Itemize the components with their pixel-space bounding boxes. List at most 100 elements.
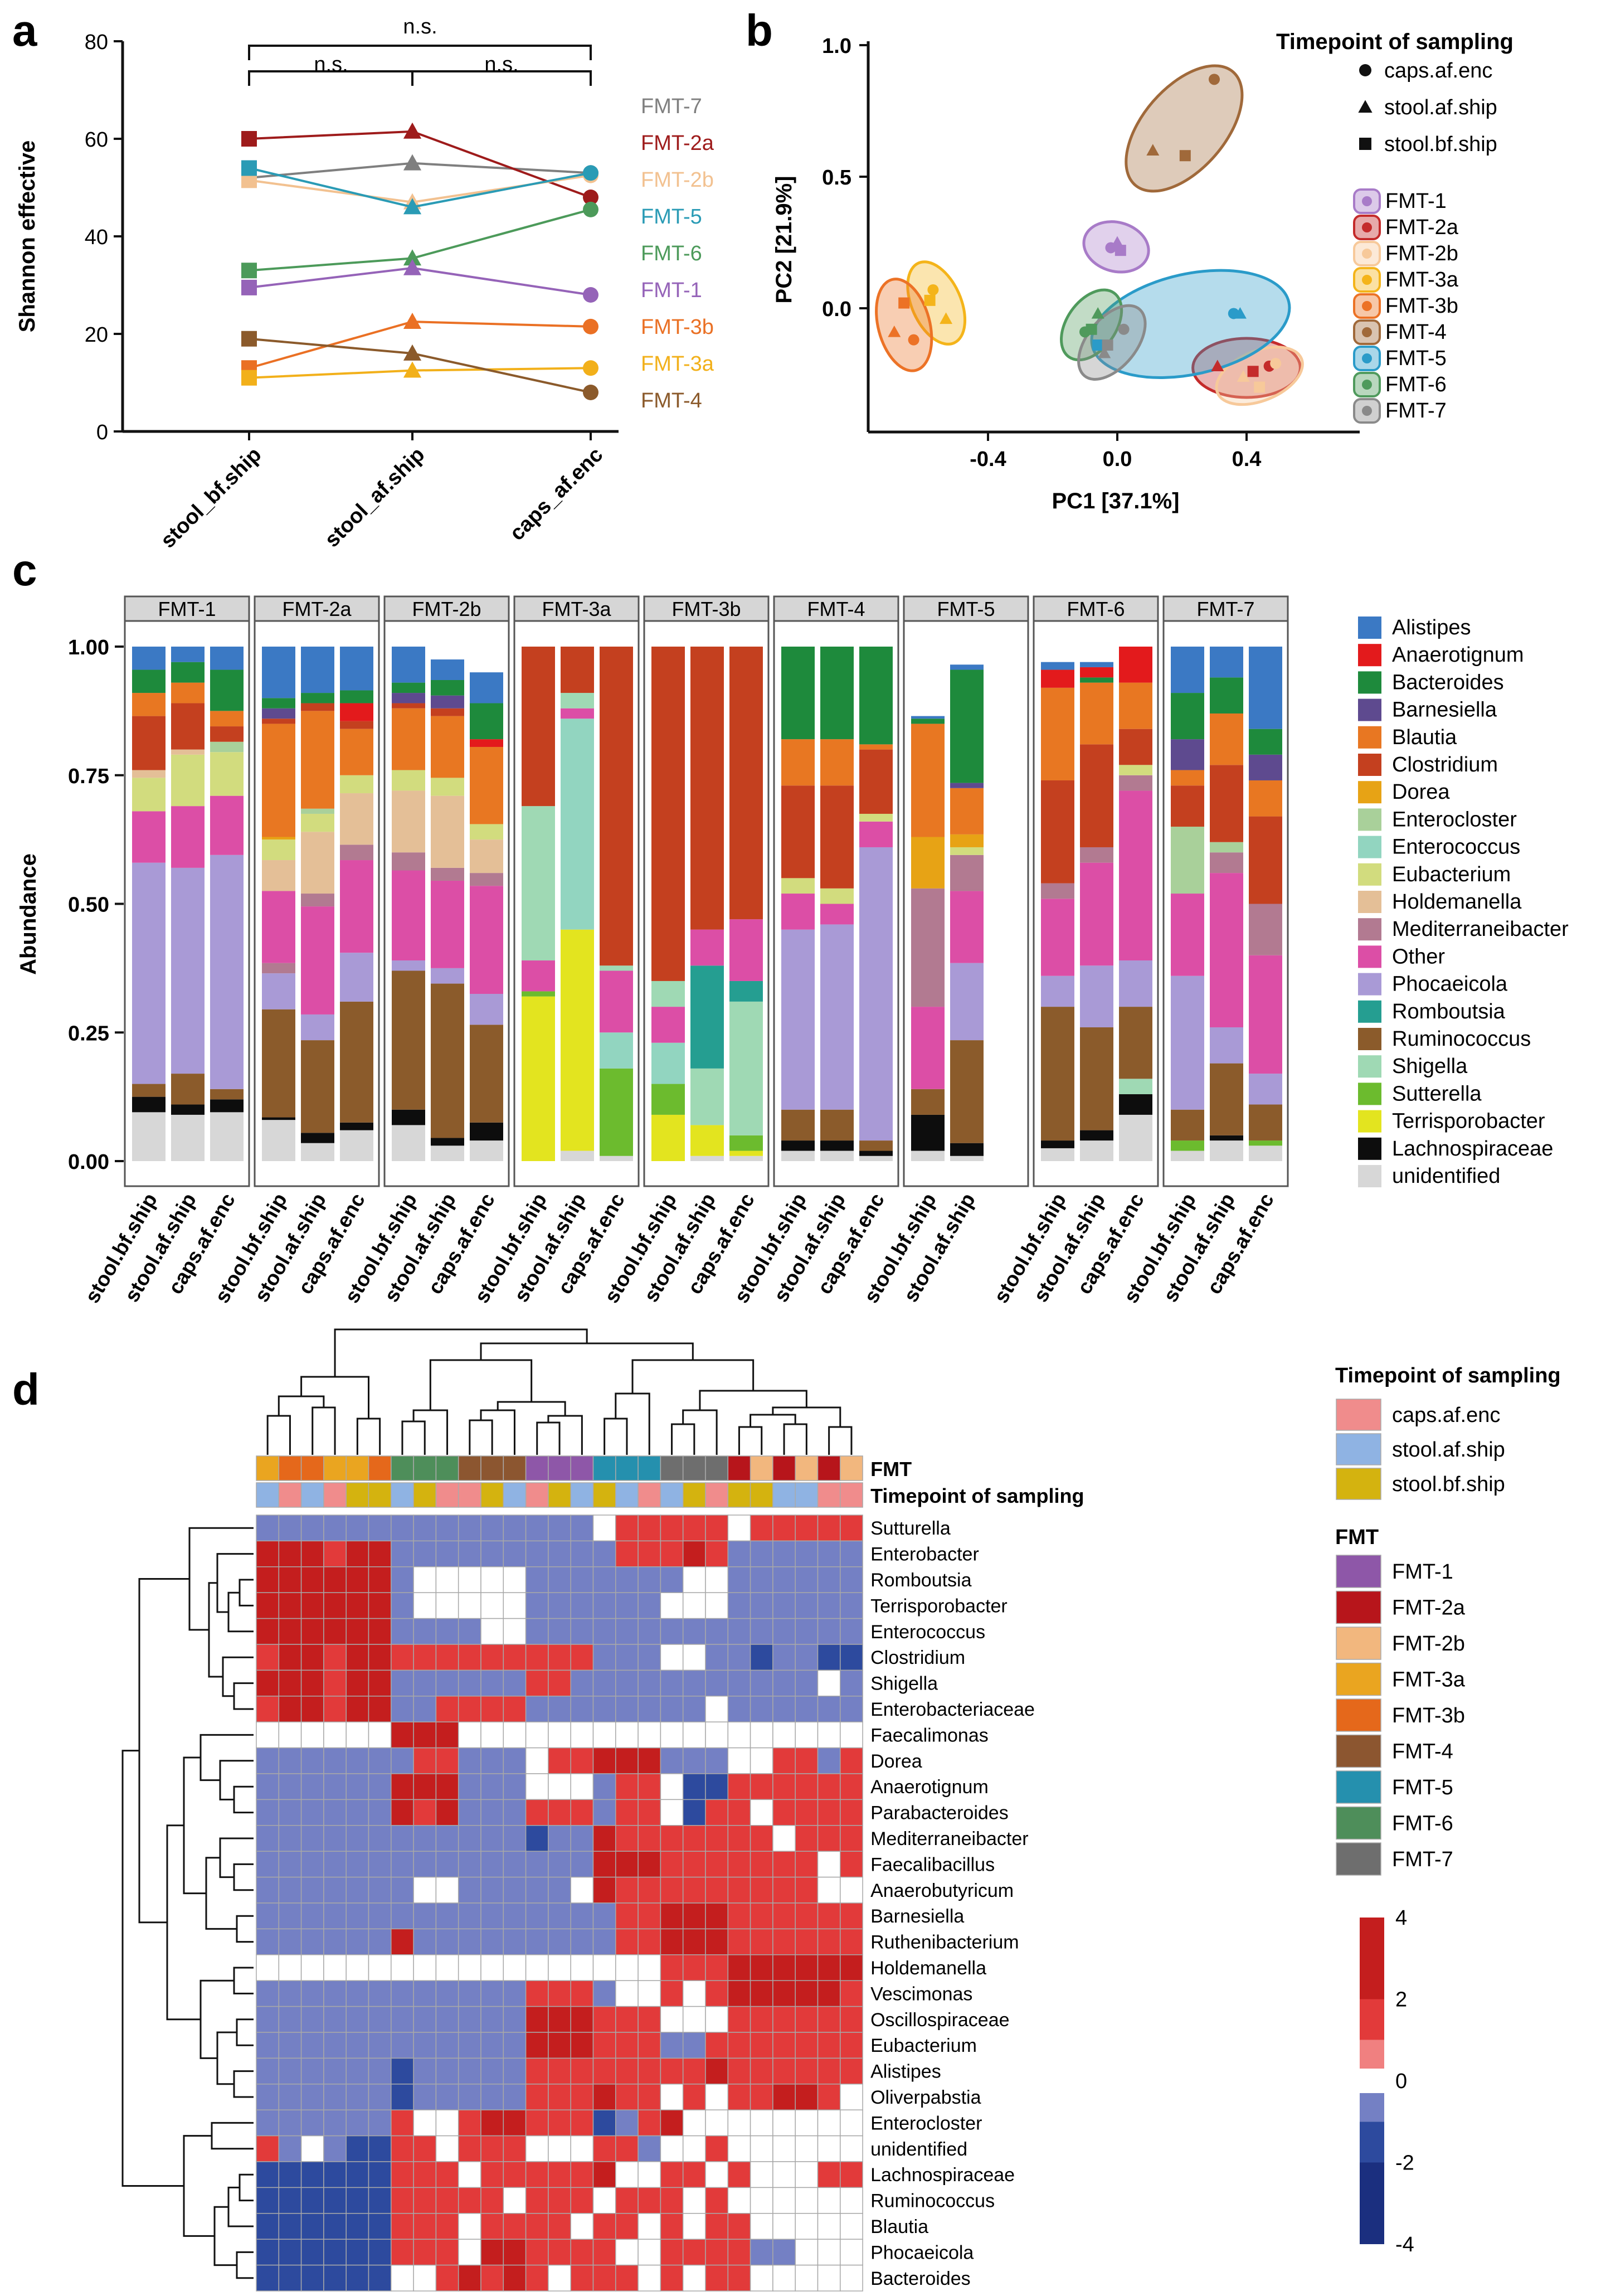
d-heatmap-cell (480, 1618, 504, 1645)
d-heatmap-cell (817, 1799, 841, 1826)
d-heatmap-cell (682, 2161, 706, 2188)
d-heatmap-cell (256, 1980, 280, 2007)
d-row-label: Phocaeicola (870, 2242, 974, 2263)
d-heatmap-cell (368, 2239, 392, 2266)
d-heatmap-cell (772, 1902, 796, 1930)
d-heatmap-cell (570, 1876, 594, 1904)
d-heatmap-cell (458, 1618, 481, 1645)
c-bar-segment-Lachnospiraceae (820, 1140, 854, 1151)
d-heatmap-cell (660, 2264, 684, 2292)
a-point (403, 154, 422, 171)
d-heatmap-cell (323, 2135, 347, 2162)
d-heatmap-cell (345, 2032, 369, 2059)
d-heatmap-cell (705, 2135, 729, 2162)
d-heatmap-cell (413, 2006, 437, 2033)
d-heatmap-cell (458, 1747, 481, 1774)
d-heatmap-cell (795, 2161, 819, 2188)
d-heatmap-cell (727, 2213, 751, 2240)
d-heatmap-cell (278, 2084, 302, 2110)
c-bar-segment-Mediterraneibacter (1119, 775, 1152, 791)
d-heatmap-cell (750, 2135, 773, 2162)
d-heatmap-cell (840, 1980, 863, 2007)
d-heatmap-cell (817, 1540, 841, 1567)
d-heatmap-cell (323, 1851, 347, 1878)
d-heatmap-cell (570, 2161, 594, 2188)
d-heatmap-cell (682, 1773, 706, 1800)
d-heatmap-cell (840, 2213, 863, 2240)
c-bar-segment-Barnesiella (431, 695, 464, 708)
c-bar-segment-Other (431, 880, 464, 968)
b-x-tick-label: -0.4 (970, 448, 1006, 471)
c-facet-FMT-4: FMT-4stool.bf.shipstool.af.shipcaps.af.e… (729, 595, 899, 1307)
d-heatmap-cell (525, 1773, 549, 1800)
d-heatmap-cell (525, 2109, 549, 2137)
d-heatmap-cell (525, 1954, 549, 1981)
d-heatmap-cell (278, 1876, 302, 1904)
d-heatmap-cell (525, 1721, 549, 1749)
d-heatmap-cell (368, 2213, 392, 2240)
c-bar-segment-Eubacterium (340, 775, 373, 794)
sig-label-left: n.s. (314, 53, 348, 76)
d-heatmap-cell (300, 1566, 324, 1593)
c-legend-label: Terrisporobacter (1392, 1110, 1545, 1133)
d-heatmap-cell (637, 1902, 661, 1930)
d-heatmap-cell (435, 2135, 459, 2162)
c-legend-swatch (1358, 1000, 1381, 1023)
d-heatmap-cell (592, 1747, 616, 1774)
d-heatmap-cell (570, 2264, 594, 2292)
d-heatmap-cell (278, 1902, 302, 1930)
d-heatmap-cell (705, 1515, 729, 1542)
d-heatmap-cell (817, 1747, 841, 1774)
c-bar-segment-Sutterella (600, 1068, 633, 1156)
c-bar-segment-unidentified (690, 1156, 724, 1161)
c-bar-segment-Blautia (301, 711, 334, 809)
d-row-label: Alistipes (870, 2061, 941, 2083)
c-bar-segment-Bacteroides (431, 679, 464, 696)
d-heatmap-cell (548, 1618, 571, 1645)
d-heatmap-cell (727, 1747, 751, 1774)
d-heatmap-cell (480, 1721, 504, 1749)
c-bar-segment-Bacteroides (859, 647, 893, 745)
d-heatmap-cell (413, 1566, 437, 1593)
d-heatmap-cell (413, 1773, 437, 1800)
c-bar-segment-Anaerotignum (1080, 667, 1113, 678)
d-heatmap-cell (660, 1592, 684, 1619)
d-heatmap-cell (682, 2109, 706, 2137)
d-heatmap-cell (435, 2161, 459, 2188)
c-bar-segment-Phocaeicola (431, 968, 464, 984)
c-bar-segment-Other (1080, 862, 1113, 966)
d-heatmap-cell (705, 1902, 729, 1930)
d-heatmap-cell (682, 2239, 706, 2266)
d-heatmap-cell (256, 1540, 280, 1567)
d-heatmap-cell (435, 1644, 459, 1671)
c-bar-segment-Blautia (470, 746, 503, 824)
d-heatmap-cell (323, 2161, 347, 2188)
c-bar-segment-Lachnospiraceae (1210, 1135, 1243, 1141)
d-timepoint-annotation-cell (503, 1482, 527, 1508)
d-fmt-legend-swatch (1336, 1734, 1381, 1768)
a-y-tick-label: 20 (85, 323, 108, 347)
d-heatmap-cell (660, 2161, 684, 2188)
d-fmt-annotation-cell (727, 1455, 751, 1481)
d-heatmap-cell (368, 1696, 392, 1722)
d-heatmap-cell (525, 1902, 549, 1930)
d-scale-segment (1360, 1999, 1384, 2040)
d-heatmap-cell (727, 1669, 751, 1697)
d-heatmap-cell (278, 2239, 302, 2266)
c-bar-segment-Other (781, 894, 815, 930)
d-heatmap-cell (772, 1773, 796, 1800)
d-heatmap-cell (278, 1773, 302, 1800)
a-series-label: FMT-3b (641, 315, 714, 339)
panel-letter-d: d (12, 1365, 40, 1414)
d-heatmap-cell (323, 1592, 347, 1619)
c-bar-segment-Bacteroides (132, 669, 166, 693)
d-heatmap-cell (345, 1721, 369, 1749)
d-heatmap-cell (592, 2057, 616, 2085)
d-heatmap-cell (795, 1902, 819, 1930)
d-row-label: Terrisporobacter (870, 1595, 1008, 1617)
d-heatmap-cell (368, 1669, 392, 1697)
a-point (403, 122, 422, 139)
c-bar-segment-Clostridium (1210, 765, 1243, 842)
d-row-label: Sutturella (870, 1518, 951, 1539)
d-heatmap-cell (525, 1980, 549, 2007)
